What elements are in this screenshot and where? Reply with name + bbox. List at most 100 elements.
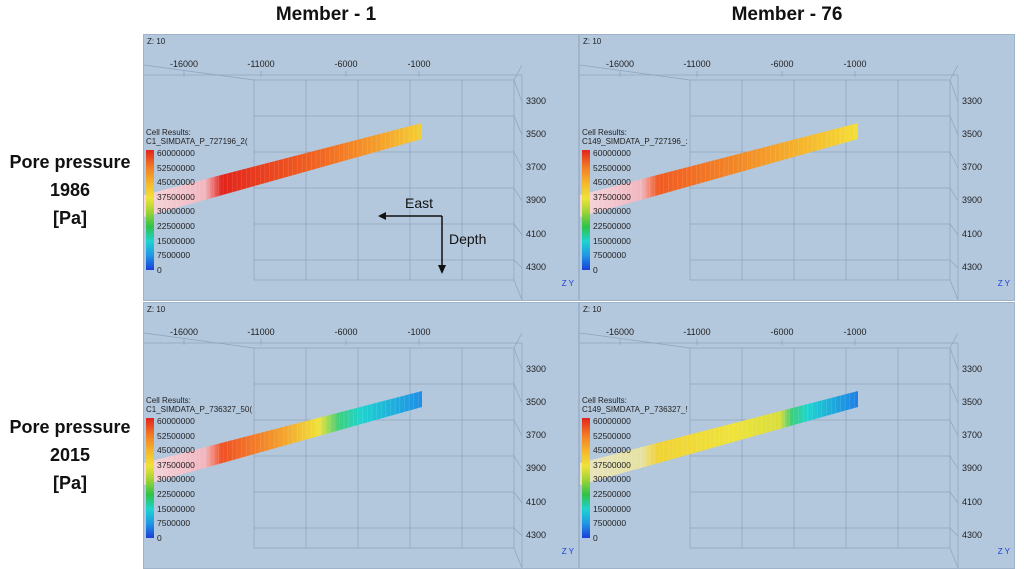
legend-value: 45000000 bbox=[157, 445, 195, 456]
y-tick-label: 3900 bbox=[962, 195, 983, 205]
row-label-2015: Pore pressure 2015 [Pa] bbox=[0, 413, 140, 497]
y-tick-label: 4100 bbox=[962, 229, 983, 239]
y-tick-label: 3700 bbox=[526, 162, 547, 172]
legend-title: Cell Results: bbox=[146, 396, 191, 405]
panel-member1-1986[interactable]: Z: 10 -16000 -11000 -6000 -1000 3300 3500 3700 3… bbox=[143, 34, 579, 301]
legend-title: Cell Results: bbox=[582, 396, 627, 405]
direction-arrows bbox=[378, 212, 446, 274]
y-tick-label: 4300 bbox=[526, 262, 547, 272]
legend-color-bar bbox=[582, 418, 590, 538]
row-label-line: Pore pressure bbox=[9, 152, 131, 172]
x-tick-label: -11000 bbox=[247, 327, 275, 337]
legend-value: 37500000 bbox=[157, 459, 195, 470]
row-label-1986: Pore pressure 1986 [Pa] bbox=[0, 148, 140, 232]
legend-value: 45000000 bbox=[593, 445, 631, 456]
legend-value: 7500000 bbox=[157, 250, 191, 261]
legend-value: 22500000 bbox=[593, 220, 631, 231]
legend-value: 30000000 bbox=[157, 474, 195, 485]
legend-case-name: C149_SIMDATA_P_736327_! bbox=[582, 405, 688, 414]
y-tick-label: 3700 bbox=[526, 430, 547, 440]
y-tick-label: 4300 bbox=[526, 530, 547, 540]
legend-value: 30000000 bbox=[593, 474, 631, 485]
legend-color-bar bbox=[582, 150, 590, 270]
y-tick-label: 3300 bbox=[526, 96, 547, 106]
y-tick-label: 4100 bbox=[526, 229, 547, 239]
y-tick-label: 3500 bbox=[962, 129, 983, 139]
legend-value: 52500000 bbox=[157, 430, 195, 441]
row-label-line: [Pa] bbox=[52, 208, 87, 228]
color-legend: Cell Results: C1_SIMDATA_P_736327_50(6000… bbox=[146, 396, 252, 543]
x-tick-label: -1000 bbox=[843, 59, 867, 69]
axes-orientation-icon: Z Y bbox=[561, 547, 574, 556]
col-title-member-76: Member - 76 bbox=[731, 4, 843, 25]
y-tick-label: 3300 bbox=[962, 96, 983, 106]
depth-label: Depth bbox=[449, 231, 487, 247]
x-tick-label: -6000 bbox=[334, 327, 358, 337]
panel-member76-2015[interactable]: Z: 10 -16000 -11000 -6000 -1000 3300 3500 3700 3… bbox=[579, 302, 1015, 569]
row-label-line: 2015 bbox=[49, 445, 91, 465]
y-tick-label: 3900 bbox=[962, 463, 983, 473]
panel-member76-1986[interactable]: Z: 10 -16000 -11000 -6000 -1000 3300 3500 3700 3… bbox=[579, 34, 1015, 301]
y-tick-label: 3900 bbox=[526, 463, 547, 473]
row-label-line: 1986 bbox=[49, 180, 91, 200]
reservoir-layer bbox=[580, 391, 858, 485]
x-tick-label: -11000 bbox=[683, 59, 711, 69]
x-tick-label: -11000 bbox=[247, 59, 275, 69]
x-tick-label: -6000 bbox=[770, 59, 794, 69]
y-tick-label: 4100 bbox=[962, 497, 983, 507]
legend-value: 22500000 bbox=[157, 488, 195, 499]
y-tick-label: 4300 bbox=[962, 262, 983, 272]
legend-value: 7500000 bbox=[157, 518, 191, 529]
legend-value: 60000000 bbox=[593, 148, 631, 158]
z-scale-label: Z: 10 bbox=[583, 37, 602, 46]
reservoir-layer bbox=[580, 123, 858, 217]
legend-value: 0 bbox=[593, 532, 598, 543]
legend-color-bar bbox=[146, 150, 154, 270]
x-tick-label: -11000 bbox=[683, 327, 711, 337]
color-legend: Cell Results: C149_SIMDATA_P_727196_: 6000… bbox=[582, 128, 688, 275]
z-scale-label: Z: 10 bbox=[583, 305, 602, 314]
legend-value: 60000000 bbox=[157, 148, 195, 158]
x-tick-label: -1000 bbox=[407, 327, 431, 337]
y-tick-label: 3700 bbox=[962, 162, 983, 172]
color-legend: Cell Results: C1_SIMDATA_P_727196_2(60000… bbox=[146, 128, 248, 275]
legend-value: 0 bbox=[157, 264, 162, 275]
legend-value: 30000000 bbox=[157, 206, 195, 217]
legend-value: 0 bbox=[157, 532, 162, 543]
axes-orientation-icon: Z Y bbox=[561, 279, 574, 288]
legend-title: Cell Results: bbox=[582, 128, 627, 137]
reservoir-layer bbox=[144, 391, 422, 485]
grid-viewport bbox=[144, 332, 523, 568]
grid-viewport bbox=[580, 64, 959, 300]
x-tick-label: -16000 bbox=[605, 59, 635, 69]
legend-title: Cell Results: bbox=[146, 128, 191, 137]
x-tick-label: -6000 bbox=[334, 59, 358, 69]
x-tick-label: -1000 bbox=[843, 327, 867, 337]
axes-orientation-icon: Z Y bbox=[997, 547, 1010, 556]
legend-color-bar bbox=[146, 418, 154, 538]
legend-value: 0 bbox=[593, 264, 598, 275]
z-scale-label: Z: 10 bbox=[147, 37, 166, 46]
legend-value: 30000000 bbox=[593, 206, 631, 217]
east-label: East bbox=[405, 195, 434, 211]
legend-value: 52500000 bbox=[593, 162, 631, 173]
legend-value: 37500000 bbox=[157, 191, 195, 202]
legend-value: 22500000 bbox=[593, 488, 631, 499]
col-title-member-1: Member - 1 bbox=[275, 4, 377, 25]
grid-viewport bbox=[580, 332, 959, 568]
y-tick-label: 3500 bbox=[526, 397, 547, 407]
row-label-line: [Pa] bbox=[52, 473, 87, 493]
legend-value: 7500000 bbox=[593, 518, 627, 529]
x-tick-label: -6000 bbox=[770, 327, 794, 337]
legend-value: 15000000 bbox=[157, 503, 195, 514]
x-tick-label: -16000 bbox=[605, 327, 635, 337]
y-tick-label: 3500 bbox=[526, 129, 547, 139]
legend-case-name: C149_SIMDATA_P_727196_: bbox=[582, 137, 688, 146]
legend-value: 15000000 bbox=[157, 235, 195, 246]
x-tick-label: -1000 bbox=[407, 59, 431, 69]
y-tick-label: 3300 bbox=[962, 364, 983, 374]
panel-member1-2015[interactable]: Z: 10 -16000 -11000 -6000 -1000 3300 3500 3700 3… bbox=[143, 302, 579, 569]
legend-value: 15000000 bbox=[593, 503, 631, 514]
reservoir-layer bbox=[144, 123, 422, 217]
x-tick-label: -16000 bbox=[169, 59, 199, 69]
